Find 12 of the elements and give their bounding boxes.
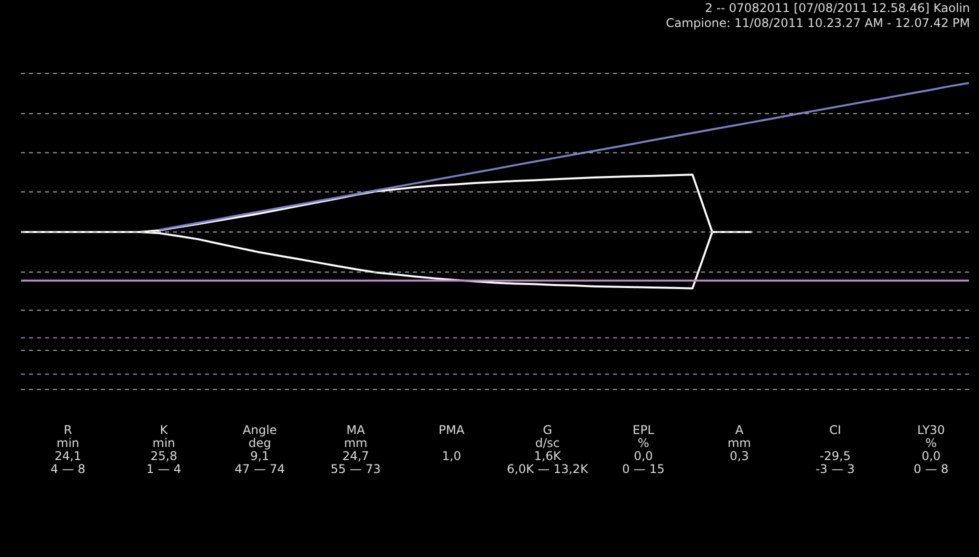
text: CI -29,5 -3 — 3: [814, 423, 856, 476]
text: MA mm 24,7 55 — 73: [330, 423, 382, 476]
text: A mm 0,3: [726, 423, 752, 465]
text: LY30 % 0,0 0 — 8: [912, 423, 950, 476]
text: EPL % 0,0 0 — 15: [621, 423, 666, 476]
text: PMA 1,0: [438, 423, 466, 465]
text: K min 25,8 1 — 4: [145, 423, 182, 476]
text: R min 24,1 4 — 8: [50, 423, 86, 476]
chart-title: 2 -- 07082011 [07/08/2011 12.58.46] Kaolin: [704, 1, 970, 15]
text: Angle deg 9,1 47 — 74: [234, 423, 286, 476]
text: G d/sc 1,6K 6,0K — 13,2K: [506, 423, 590, 476]
chart-subtitle: Campione: 11/08/2011 10.23.27 AM - 12.07.42 PM: [666, 16, 970, 30]
